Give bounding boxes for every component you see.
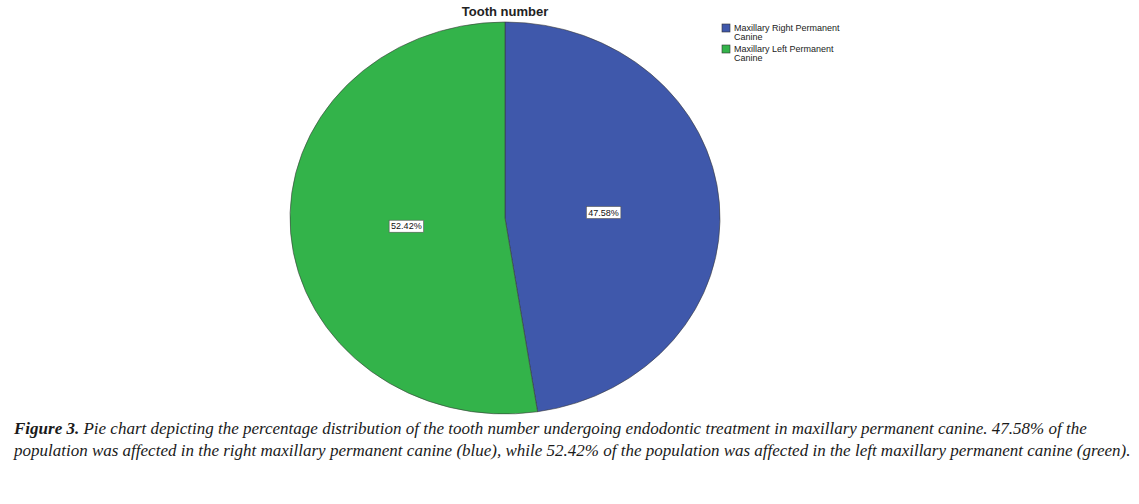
legend-swatch bbox=[722, 45, 730, 53]
data-label-text: 52.42% bbox=[391, 221, 422, 231]
chart: Tooth number 47.58% 52.42% Maxillary Right … bbox=[0, 0, 1139, 420]
legend-swatch bbox=[722, 24, 730, 32]
pie-slice bbox=[505, 22, 720, 412]
pie-slice bbox=[290, 22, 538, 414]
data-label-text: 47.58% bbox=[588, 208, 619, 218]
pie bbox=[290, 22, 720, 414]
legend-label: Maxillary Right PermanentCanine bbox=[734, 23, 840, 42]
caption-label: Figure 3. bbox=[14, 419, 79, 438]
legend: Maxillary Right PermanentCanine Maxillary… bbox=[722, 23, 840, 63]
caption-space bbox=[79, 419, 83, 438]
chart-title: Tooth number bbox=[462, 4, 548, 19]
data-label-box bbox=[586, 207, 621, 219]
legend-label: Maxillary Left PermanentCanine bbox=[734, 44, 834, 63]
data-label: 47.58% bbox=[586, 207, 621, 219]
data-label: 52.42% bbox=[389, 220, 424, 232]
caption-text: Pie chart depicting the percentage distr… bbox=[14, 419, 1130, 460]
data-labels: 47.58% 52.42% bbox=[389, 207, 621, 233]
caption: Figure 3. Pie chart depicting the percen… bbox=[14, 418, 1136, 462]
plot-area bbox=[290, 22, 720, 414]
data-label-box bbox=[389, 220, 424, 232]
